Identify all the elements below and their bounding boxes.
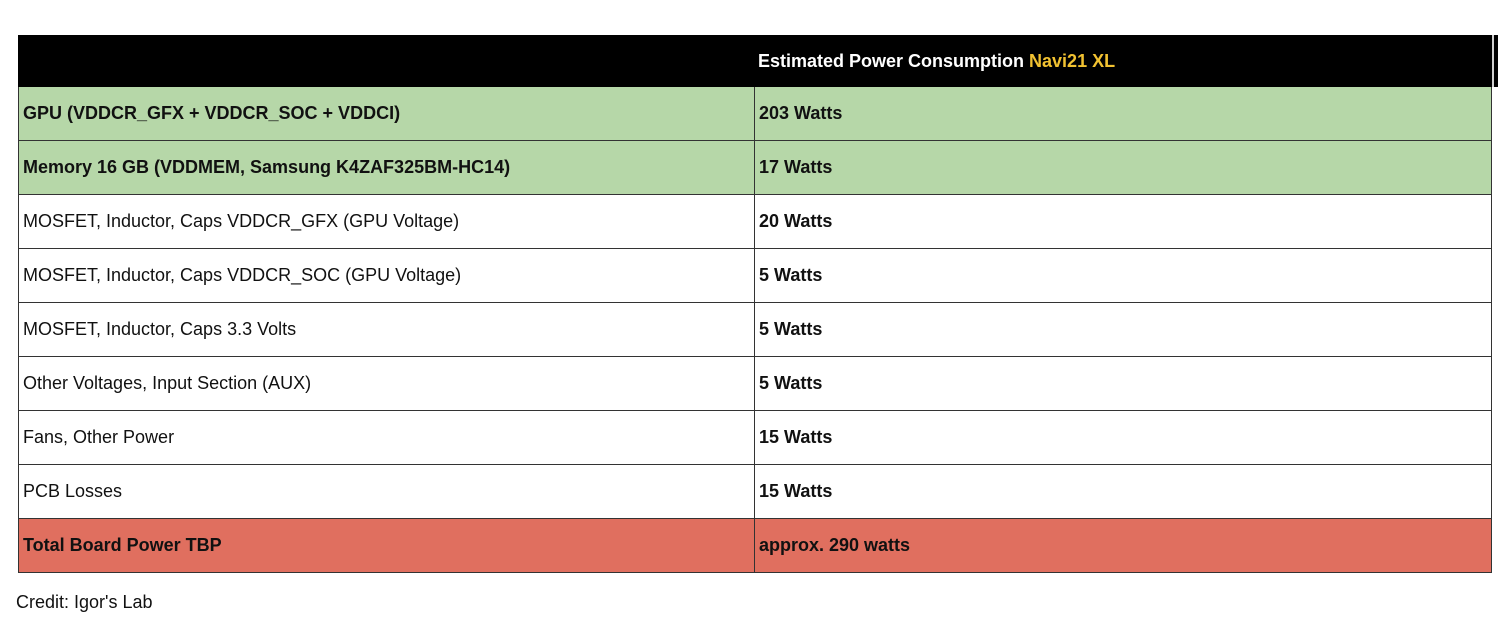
table-header-row: Estimated Power Consumption Navi21 XL — [18, 35, 1492, 87]
power-cell: 17 Watts — [759, 157, 833, 177]
component-cell: MOSFET, Inductor, Caps VDDCR_SOC (GPU Vo… — [19, 249, 755, 302]
header-accent-label: Navi21 XL — [1029, 50, 1116, 71]
table-scroll-edge — [1492, 35, 1494, 87]
power-cell: approx. 290 watts — [759, 535, 911, 555]
component-cell: Other Voltages, Input Section (AUX) — [19, 357, 755, 410]
table-row: GPU (VDDCR_GFX + VDDCR_SOC + VDDCI) 203 … — [18, 87, 1492, 141]
component-cell: MOSFET, Inductor, Caps VDDCR_GFX (GPU Vo… — [19, 195, 755, 248]
power-cell: 20 Watts — [759, 211, 833, 231]
power-cell: 5 Watts — [759, 265, 823, 285]
header-label: Estimated Power Consumption — [758, 50, 1025, 71]
header-title-cell: Estimated Power Consumption Navi21 XL — [754, 35, 1492, 87]
table-row: PCB Losses 15 Watts — [18, 465, 1492, 519]
power-cell: 5 Watts — [759, 373, 823, 393]
table-row: Memory 16 GB (VDDMEM, Samsung K4ZAF325BM… — [18, 141, 1492, 195]
component-cell: Total Board Power TBP — [19, 519, 755, 572]
component-cell: MOSFET, Inductor, Caps 3.3 Volts — [19, 303, 755, 356]
component-cell: Memory 16 GB (VDDMEM, Samsung K4ZAF325BM… — [19, 141, 755, 194]
table-row: Other Voltages, Input Section (AUX) 5 Wa… — [18, 357, 1492, 411]
power-cell: 15 Watts — [759, 427, 833, 447]
credit-text: Credit: Igor's Lab — [16, 592, 153, 612]
power-cell: 5 Watts — [759, 319, 823, 339]
component-cell: PCB Losses — [19, 465, 755, 518]
power-cell: 203 Watts — [759, 103, 843, 123]
power-consumption-table: Estimated Power Consumption Navi21 XL GP… — [18, 35, 1498, 573]
table-row: MOSFET, Inductor, Caps VDDCR_GFX (GPU Vo… — [18, 195, 1492, 249]
component-cell: GPU (VDDCR_GFX + VDDCR_SOC + VDDCI) — [19, 87, 755, 140]
table-total-row: Total Board Power TBP approx. 290 watts — [18, 519, 1492, 573]
table-row: Fans, Other Power 15 Watts — [18, 411, 1492, 465]
table-row: MOSFET, Inductor, Caps VDDCR_SOC (GPU Vo… — [18, 249, 1492, 303]
header-empty-cell — [18, 35, 754, 87]
component-cell: Fans, Other Power — [19, 411, 755, 464]
power-cell: 15 Watts — [759, 481, 833, 501]
table-row: MOSFET, Inductor, Caps 3.3 Volts 5 Watts — [18, 303, 1492, 357]
